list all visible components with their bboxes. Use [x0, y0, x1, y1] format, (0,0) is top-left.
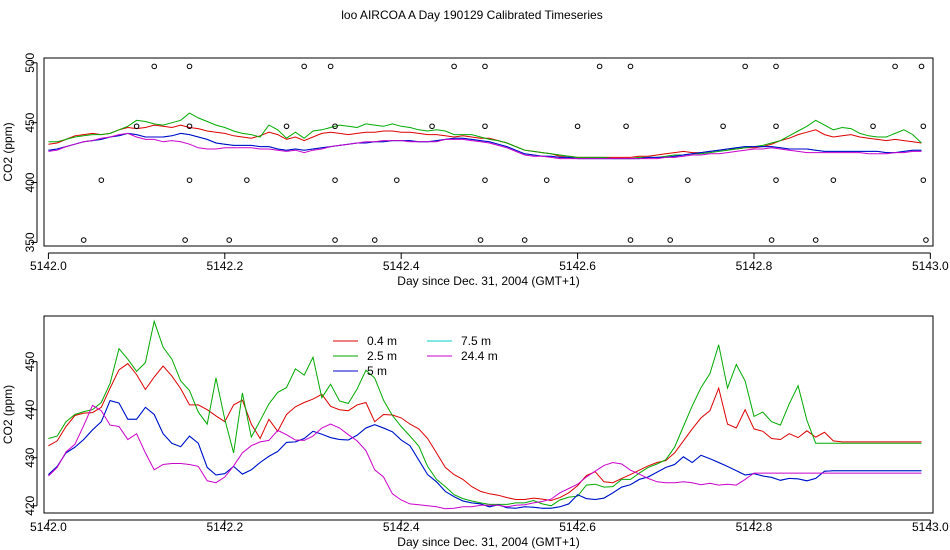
marker-point — [151, 63, 158, 70]
bottom-panel: 5142.0 5142.2 5142.4 5142.6 5142.8 5143.0 Day … — [1, 315, 949, 549]
marker-point — [482, 123, 488, 130]
x-tick-label: 5143.0 — [912, 259, 949, 273]
y-tick-label: 430 — [23, 447, 37, 467]
marker-point — [742, 63, 748, 70]
series-line-5-m — [48, 400, 922, 509]
marker-point — [332, 177, 338, 183]
marker-point — [182, 237, 188, 243]
marker-point — [623, 123, 629, 130]
marker-point — [226, 237, 233, 243]
marker-point — [627, 63, 634, 70]
plot-frame — [43, 315, 934, 514]
marker-point — [768, 237, 775, 243]
marker-point — [830, 177, 837, 183]
marker-point — [80, 237, 87, 243]
marker-point — [920, 177, 927, 183]
marker-point — [720, 123, 726, 130]
x-tick-label: 5142.6 — [559, 259, 596, 273]
y-tick-label: 400 — [23, 172, 37, 192]
marker-point — [543, 177, 550, 183]
marker-point — [773, 63, 779, 70]
marker-point — [371, 237, 378, 243]
x-tick-label: 5142.8 — [736, 520, 773, 534]
marker-point — [870, 123, 876, 130]
legend-label: 24.4 m — [461, 349, 498, 363]
top-panel: 5142.0 5142.2 5142.4 5142.6 5142.8 5143.0 Day … — [1, 52, 949, 288]
marker-point — [627, 177, 634, 183]
marker-point — [327, 63, 334, 70]
marker-point — [812, 237, 819, 243]
x-tick-label: 5142.4 — [383, 520, 420, 534]
legend-label: 5 m — [367, 364, 387, 378]
legend-label: 7.5 m — [461, 334, 491, 348]
x-tick-label: 5142.2 — [206, 520, 243, 534]
x-tick-label: 5142.2 — [206, 259, 243, 273]
marker-point — [393, 177, 400, 183]
legend-label: 2.5 m — [367, 349, 397, 363]
marker-point — [98, 177, 105, 183]
y-tick-label: 500 — [23, 52, 37, 72]
series-line-0-4-m — [48, 362, 922, 502]
legend-label: 0.4 m — [367, 334, 397, 348]
marker-point — [773, 177, 779, 183]
figure-title: loo AIRCOA A Day 190129 Calibrated Times… — [341, 8, 602, 22]
marker-point — [923, 237, 929, 243]
marker-point — [283, 123, 290, 130]
plot-frame — [43, 57, 934, 247]
y-tick-label: 350 — [23, 232, 37, 252]
marker-point — [596, 63, 603, 70]
x-tick-label: 5143.0 — [912, 520, 949, 534]
series-line-24-4-m — [48, 404, 922, 510]
series-line-2-5-m — [48, 112, 922, 160]
x-tick-label: 5142.8 — [736, 259, 773, 273]
marker-point — [332, 123, 338, 130]
series-line-5-m — [48, 132, 922, 160]
y-tick-label: 450 — [23, 351, 37, 371]
marker-point — [244, 177, 250, 183]
marker-point — [521, 237, 528, 243]
marker-point — [892, 63, 898, 70]
marker-point — [685, 177, 691, 183]
x-axis-label: Day since Dec. 31, 2004 (GMT+1) — [397, 274, 579, 288]
series-line-24-4-m — [48, 132, 922, 160]
marker-point — [920, 123, 927, 130]
marker-point — [451, 63, 457, 70]
marker-point — [186, 177, 193, 183]
marker-point — [627, 237, 634, 243]
y-axis-label: CO2 (ppm) — [1, 122, 15, 181]
marker-point — [429, 123, 435, 130]
y-tick-label: 440 — [23, 399, 37, 419]
marker-point — [918, 63, 925, 70]
x-tick-label: 5142.4 — [383, 259, 420, 273]
marker-point — [773, 123, 779, 130]
y-tick-label: 450 — [23, 112, 37, 132]
marker-point — [482, 63, 488, 70]
x-tick-label: 5142.0 — [30, 520, 67, 534]
x-tick-label: 5142.6 — [559, 520, 596, 534]
marker-point — [186, 63, 193, 70]
y-tick-label: 420 — [23, 495, 37, 515]
marker-point — [482, 177, 488, 183]
marker-point — [477, 237, 484, 243]
y-axis-label: CO2 (ppm) — [1, 385, 15, 444]
marker-point — [574, 123, 581, 130]
x-axis-label: Day since Dec. 31, 2004 (GMT+1) — [397, 535, 579, 549]
marker-point — [667, 237, 673, 243]
series-line-7-5-m — [48, 400, 922, 509]
x-tick-label: 5142.0 — [30, 259, 67, 273]
series-line-2-5-m — [48, 319, 922, 507]
marker-point — [186, 123, 193, 130]
marker-point — [301, 63, 307, 70]
marker-point — [332, 237, 338, 243]
marker-point — [133, 123, 140, 130]
